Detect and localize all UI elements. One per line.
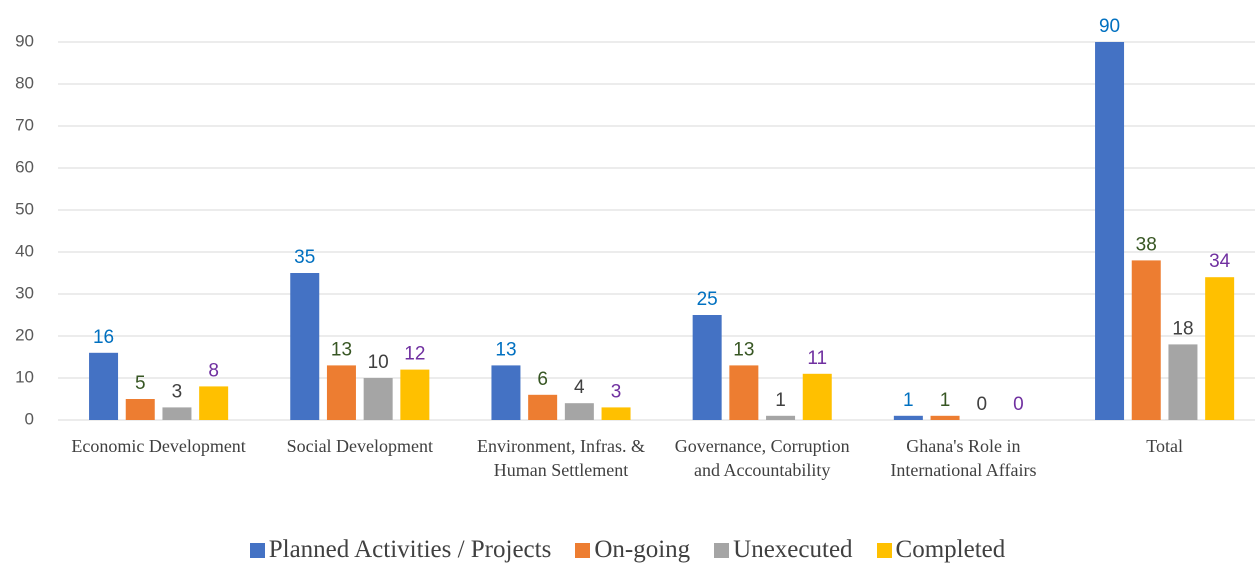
- value-label: 5: [135, 373, 146, 394]
- bar: [930, 415, 960, 420]
- bar: [290, 273, 320, 420]
- bar: [1131, 260, 1161, 420]
- legend-swatch: [876, 542, 892, 558]
- value-label: 38: [1136, 234, 1157, 255]
- x-tick-label: Ghana's Role in International Affairs: [890, 436, 1037, 480]
- bar: [1095, 42, 1125, 420]
- legend-swatch: [249, 542, 265, 558]
- legend-item: Unexecuted: [714, 536, 853, 564]
- y-tick-label: 0: [25, 409, 34, 428]
- value-label: 1: [940, 390, 951, 411]
- value-label: 1: [775, 390, 786, 411]
- value-label: 34: [1209, 251, 1231, 272]
- legend-label: Planned Activities / Projects: [268, 536, 552, 563]
- value-label: 10: [368, 352, 389, 373]
- bar: [400, 369, 430, 420]
- value-label: 12: [404, 344, 425, 365]
- y-tick-label: 30: [15, 283, 34, 302]
- legend: Planned Activities / Projects On-going Une…: [0, 536, 1255, 564]
- value-label: 8: [208, 360, 219, 381]
- value-label: 16: [93, 327, 114, 348]
- bar: [125, 399, 155, 420]
- y-tick-label: 40: [15, 241, 34, 260]
- value-label: 25: [697, 289, 718, 310]
- legend-swatch: [714, 542, 730, 558]
- bar: [564, 403, 594, 420]
- value-label: 3: [611, 381, 622, 402]
- bar: [601, 407, 631, 420]
- y-tick-label: 80: [15, 73, 34, 92]
- value-label: 0: [976, 394, 987, 415]
- value-label: 90: [1099, 16, 1120, 37]
- value-label: 13: [495, 339, 516, 360]
- legend-label: Completed: [895, 536, 1006, 563]
- bar: [1168, 344, 1198, 420]
- bar: [692, 315, 722, 420]
- legend-label: On-going: [594, 536, 691, 563]
- x-tick-label: Economic Development: [71, 436, 246, 456]
- x-tick-label: Governance, Corruption and Accountabilit…: [674, 436, 850, 480]
- bar: [363, 378, 393, 420]
- value-label: 3: [172, 381, 183, 402]
- bar: [802, 373, 832, 420]
- value-label: 6: [537, 369, 548, 390]
- bar: [326, 365, 356, 420]
- legend-item: Planned Activities / Projects: [249, 536, 552, 564]
- bar: [893, 415, 923, 420]
- bar: [766, 415, 796, 420]
- y-tick-label: 20: [15, 325, 34, 344]
- legend-swatch: [575, 542, 591, 558]
- value-label: 13: [331, 339, 352, 360]
- bar: [729, 365, 759, 420]
- y-tick-label: 70: [15, 115, 34, 134]
- value-label: 11: [807, 348, 827, 369]
- x-tick-label: Environment, Infras. & Human Settlement: [477, 436, 645, 480]
- legend-item: On-going: [575, 536, 690, 564]
- bar: [199, 386, 229, 420]
- x-tick-label: Social Development: [286, 436, 434, 456]
- bar: [162, 407, 192, 420]
- y-tick-label: 60: [15, 157, 34, 176]
- value-label: 0: [1013, 394, 1024, 415]
- bar: [491, 365, 521, 420]
- value-label: 35: [294, 247, 315, 268]
- bar: [1205, 277, 1235, 420]
- y-tick-label: 90: [15, 31, 34, 50]
- legend-item: Completed: [876, 536, 1006, 564]
- bar: [528, 394, 558, 420]
- bar: [89, 352, 119, 420]
- value-label: 1: [903, 390, 914, 411]
- x-tick-label: Total: [1146, 436, 1183, 456]
- y-tick-label: 10: [15, 367, 34, 386]
- value-label: 18: [1172, 318, 1193, 339]
- y-tick-label: 50: [15, 199, 34, 218]
- legend-label: Unexecuted: [733, 536, 853, 563]
- value-label: 4: [574, 377, 585, 398]
- value-label: 13: [733, 339, 754, 360]
